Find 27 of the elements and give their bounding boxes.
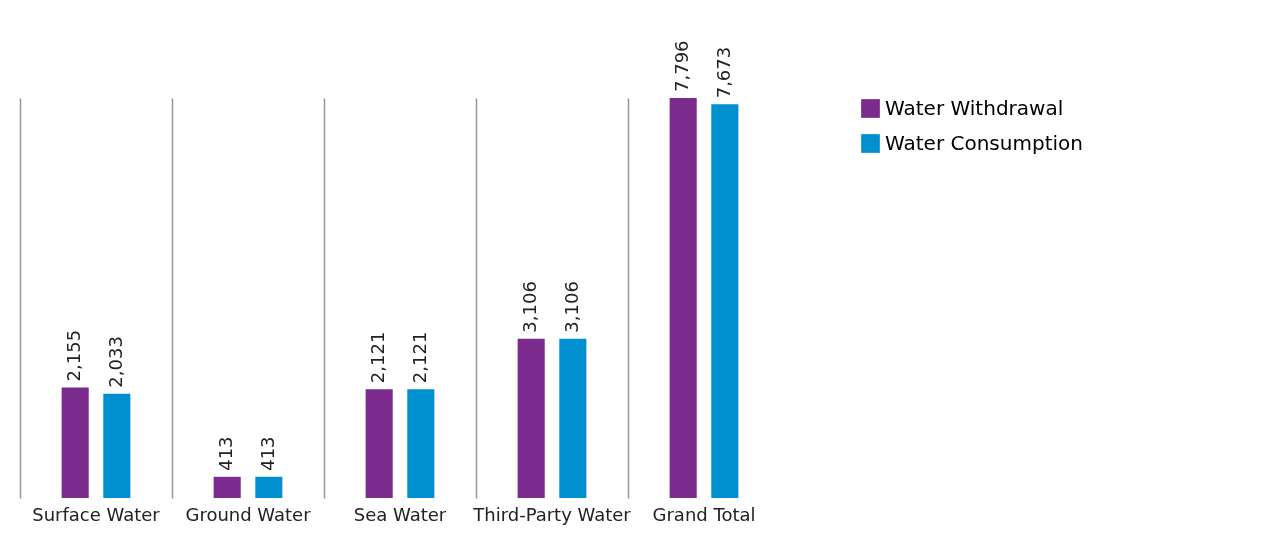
bar xyxy=(213,476,241,498)
data-label: 413 xyxy=(215,436,237,471)
data-label: 7,796 xyxy=(671,40,693,92)
data-label: 2,033 xyxy=(104,336,126,388)
data-label: 2,121 xyxy=(367,331,389,384)
bar xyxy=(517,338,545,498)
bar xyxy=(255,476,283,498)
bar xyxy=(669,98,697,498)
x-tick-label: Grand Total xyxy=(652,503,756,525)
bar xyxy=(559,338,587,498)
x-tick-label: Third-Party Water xyxy=(472,503,632,525)
data-label: 413 xyxy=(256,436,278,471)
x-tick-label: Surface Water xyxy=(32,503,161,525)
legend-label: Water Withdrawal xyxy=(885,95,1064,120)
data-label: 3,106 xyxy=(560,281,582,333)
bar xyxy=(365,389,393,498)
x-tick-label: Ground Water xyxy=(185,503,312,525)
bar xyxy=(103,393,131,498)
legend-label: Water Consumption xyxy=(885,130,1083,155)
data-label: 2,155 xyxy=(63,329,85,382)
bar xyxy=(61,387,89,498)
data-label: 2,121 xyxy=(408,331,430,384)
data-label: 7,673 xyxy=(712,46,734,99)
bar xyxy=(407,389,435,498)
bar xyxy=(711,104,739,498)
data-label: 3,106 xyxy=(519,281,541,333)
x-tick-label: Sea Water xyxy=(353,503,447,525)
